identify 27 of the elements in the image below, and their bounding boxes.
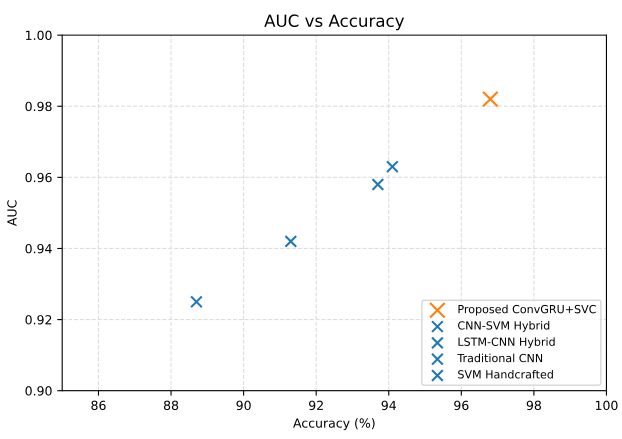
x-tick-label: 88 — [164, 400, 178, 410]
y-tick-label: 0.92 — [25, 315, 52, 325]
x-tick-label: 100 — [596, 400, 618, 410]
x-tick-label: 98 — [526, 400, 541, 410]
point — [386, 160, 399, 174]
x-tick-label: 90 — [236, 400, 251, 410]
legend-label: CNN-SVM Hybrid — [458, 321, 550, 332]
point — [371, 178, 384, 191]
legend-label: Traditional CNN — [457, 354, 542, 362]
point — [190, 295, 203, 308]
y-tick-label: 0.94 — [25, 244, 52, 254]
point — [284, 234, 298, 248]
legend-label: SVM Handcrafted — [458, 370, 553, 379]
chart-title: AUC vs Accuracy — [264, 14, 404, 30]
y-tick-label: 1.00 — [26, 30, 52, 40]
legend-label: LSTM-CNN Hybrid — [458, 337, 555, 348]
x-tick-label: 96 — [454, 400, 468, 410]
legend-label: Proposed ConvGRU+SVC — [458, 304, 596, 316]
x-tick-label: 92 — [309, 400, 323, 410]
y-tick-label: 0.96 — [25, 172, 52, 182]
x-tick-label: 86 — [91, 400, 106, 410]
point — [482, 90, 499, 108]
y-tick-label: 0.90 — [25, 386, 52, 396]
x-tick-label: 94 — [382, 400, 396, 410]
x-axis-title: Accuracy (%) — [293, 418, 375, 430]
y-tick-label: 0.98 — [25, 102, 52, 112]
y-axis-title: AUC — [7, 200, 17, 226]
